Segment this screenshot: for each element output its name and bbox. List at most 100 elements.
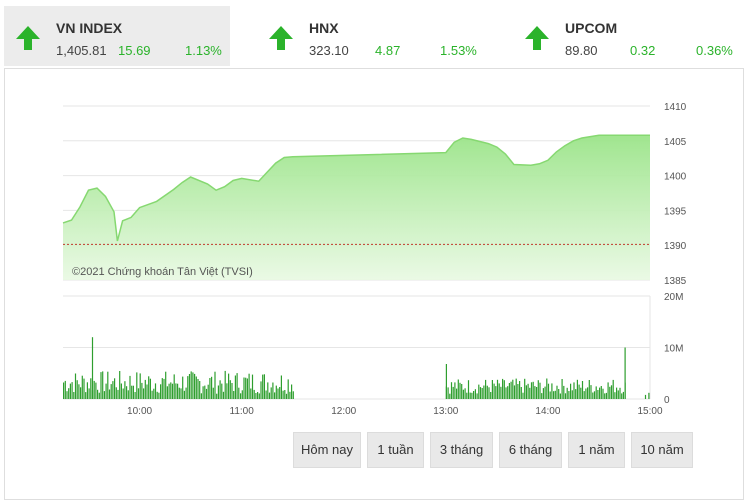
- volume-bar: [93, 380, 95, 399]
- volume-bar: [614, 392, 616, 399]
- volume-bar: [222, 391, 225, 399]
- range-1year-button[interactable]: 1 năm: [568, 432, 625, 468]
- volume-bar: [127, 390, 129, 399]
- volume-bar: [171, 383, 174, 399]
- volume-bar: [542, 388, 544, 399]
- volume-bar: [194, 373, 196, 399]
- volume-bar: [183, 390, 185, 399]
- volume-bar: [571, 390, 573, 399]
- index-tab-vnindex[interactable]: VN INDEX 1,405.81 15.69 1.13%: [4, 6, 230, 66]
- volume-bar: [78, 384, 80, 399]
- volume-bar: [180, 388, 182, 399]
- volume-bar: [544, 386, 546, 399]
- volume-bar: [83, 378, 85, 399]
- volume-bar: [581, 381, 584, 399]
- volume-bar: [151, 390, 153, 399]
- volume-bar: [612, 379, 614, 399]
- volume-bar: [580, 387, 582, 399]
- volume-bar: [585, 388, 587, 399]
- volume-bar: [66, 391, 68, 399]
- volume-bar: [588, 380, 590, 399]
- time-tick-label: 14:00: [535, 406, 560, 417]
- volume-bar: [551, 383, 553, 399]
- volume-bar: [537, 380, 539, 399]
- volume-bar: [573, 382, 575, 399]
- volume-bar: [616, 387, 618, 399]
- price-tick-label: 1405: [664, 137, 687, 148]
- volume-bar: [559, 393, 561, 399]
- index-percent: 1.13%: [185, 43, 222, 58]
- volume-bar: [277, 388, 279, 399]
- volume-bar: [570, 383, 572, 399]
- volume-bar: [474, 389, 476, 399]
- volume-bar: [161, 378, 163, 399]
- index-name: VN INDEX: [56, 20, 123, 36]
- volume-bar: [80, 387, 82, 399]
- volume-bar: [289, 391, 291, 399]
- volume-bar: [158, 392, 160, 399]
- volume-bar: [187, 376, 189, 399]
- volume-bar: [156, 391, 158, 399]
- volume-bar: [216, 393, 218, 399]
- volume-bar: [131, 385, 133, 399]
- volume-bar: [590, 385, 592, 399]
- volume-bar: [197, 379, 199, 399]
- volume-bar: [600, 386, 602, 399]
- volume-bar: [81, 375, 83, 399]
- volume-bar: [221, 383, 223, 399]
- volume-bar: [287, 379, 289, 399]
- range-today-button[interactable]: Hôm nay: [293, 432, 361, 468]
- volume-bar: [502, 378, 504, 399]
- volume-bar: [510, 381, 512, 399]
- volume-bar: [76, 380, 78, 399]
- volume-bar: [498, 383, 500, 399]
- volume-bar: [445, 364, 447, 399]
- volume-bar: [467, 380, 470, 399]
- volume-bar: [597, 390, 599, 399]
- volume-bar: [199, 381, 201, 399]
- volume-bar: [211, 376, 213, 399]
- volume-bar: [173, 374, 175, 399]
- volume-bar: [541, 393, 543, 399]
- volume-bar: [481, 388, 483, 399]
- volume-bar: [90, 378, 92, 399]
- volume-bar: [190, 371, 192, 399]
- index-tab-upcom[interactable]: UPCOM 89.80 0.32 0.36%: [513, 6, 743, 66]
- volume-tick-label: 0: [664, 395, 670, 406]
- volume-bar: [471, 392, 473, 399]
- volume-bar: [583, 391, 585, 399]
- volume-bar: [547, 383, 550, 399]
- volume-bar: [234, 375, 236, 399]
- range-10year-button[interactable]: 10 năm: [631, 432, 693, 468]
- volume-bar: [285, 393, 288, 399]
- index-price: 89.80: [565, 43, 598, 58]
- volume-bar: [546, 378, 548, 399]
- volume-bar: [462, 389, 464, 399]
- volume-bar: [578, 384, 580, 399]
- volume-bar: [605, 392, 607, 399]
- volume-bar: [117, 389, 119, 399]
- volume-bar: [107, 371, 109, 399]
- volume-bar: [185, 387, 187, 399]
- volume-bar: [262, 374, 264, 399]
- range-6month-button[interactable]: 6 tháng: [499, 432, 562, 468]
- index-tab-hnx[interactable]: HNX 323.10 4.87 1.53%: [257, 6, 487, 66]
- price-tick-label: 1410: [664, 102, 687, 113]
- volume-bar: [120, 383, 122, 399]
- volume-bar: [469, 392, 471, 399]
- volume-bar: [459, 382, 461, 399]
- price-tick-label: 1385: [664, 276, 687, 287]
- volume-bar: [558, 389, 560, 399]
- volume-bar: [74, 373, 77, 399]
- volume-bar: [517, 384, 519, 399]
- volume-bar: [520, 387, 522, 399]
- volume-bar: [263, 374, 265, 399]
- volume-bar: [115, 387, 117, 399]
- volume-bar: [91, 337, 94, 399]
- range-1week-button[interactable]: 1 tuần: [367, 432, 424, 468]
- volume-bar: [599, 387, 601, 399]
- range-3month-button[interactable]: 3 tháng: [430, 432, 493, 468]
- price-tick-label: 1395: [664, 206, 687, 217]
- volume-bar: [530, 382, 533, 399]
- volume-bar: [272, 382, 274, 399]
